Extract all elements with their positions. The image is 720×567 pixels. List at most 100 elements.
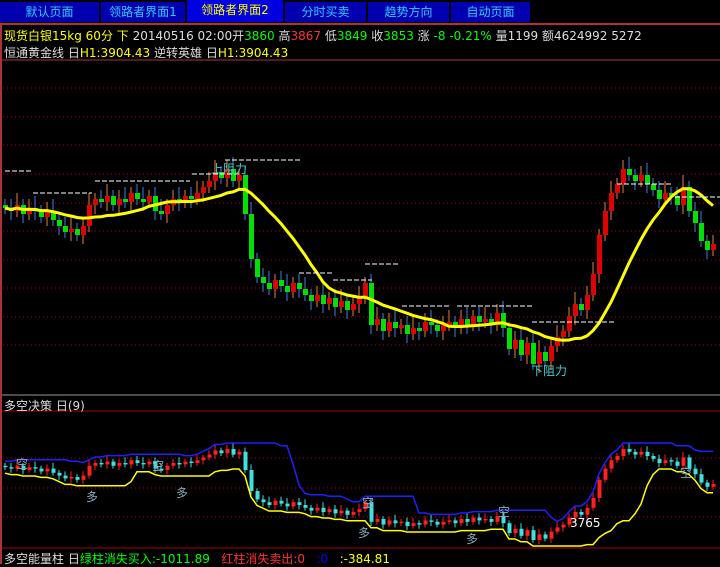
sub-candle-body bbox=[189, 461, 194, 463]
sub-candle-body bbox=[39, 468, 44, 472]
candle-body bbox=[567, 316, 572, 331]
sub-candle-body bbox=[555, 527, 560, 532]
candle-body bbox=[87, 205, 92, 226]
sub-candle-body bbox=[507, 523, 512, 533]
indicator-name-2[interactable]: 逆转英雄 bbox=[154, 46, 203, 60]
long-marker: 多 bbox=[466, 532, 479, 546]
candle-body bbox=[165, 205, 170, 214]
tab-leader-1[interactable]: 领路者界面1 bbox=[101, 2, 186, 22]
sub-candle-body bbox=[681, 457, 686, 466]
sub-candle-body bbox=[321, 507, 326, 512]
candle-body bbox=[291, 283, 296, 292]
sub-candle-body bbox=[711, 484, 716, 487]
page-tabs: 默认页面 领路者界面1 领路者界面2 分时买卖 趋势方向 自动页面 bbox=[0, 0, 720, 22]
tab-leader-2[interactable]: 领路者界面2 bbox=[187, 0, 284, 22]
quote-bar: 现货白银15kg 60分 下 20140516 02:00开3860 高3867… bbox=[4, 27, 642, 44]
indicator-name[interactable]: 恒通黄金线 bbox=[4, 46, 65, 60]
bottom-indicator-bar: 多空能量柱 日绿柱消失买入:-1011.89 红柱消失卖出:0 :0 :-384… bbox=[4, 550, 390, 567]
candle-body bbox=[261, 277, 266, 283]
sub-indicator-bar: 多空决策 日(9) bbox=[4, 397, 85, 414]
candle-body bbox=[681, 187, 686, 205]
candle-body bbox=[207, 181, 212, 187]
candle-body bbox=[543, 352, 548, 361]
candle-body bbox=[75, 229, 80, 235]
sub-candle-body bbox=[291, 502, 296, 507]
amount-value: 4624992 bbox=[554, 29, 608, 43]
tab-default[interactable]: 默认页面 bbox=[0, 2, 100, 22]
open-value: 3860 bbox=[244, 29, 275, 43]
candle-body bbox=[585, 295, 590, 310]
candle-body bbox=[3, 205, 8, 208]
candle-body bbox=[615, 184, 620, 193]
sub-candle-body bbox=[489, 519, 494, 522]
sub-candle-body bbox=[537, 534, 542, 540]
close-label: 收 bbox=[371, 29, 384, 43]
sub-candle-body bbox=[363, 502, 368, 510]
candle-body bbox=[321, 295, 326, 304]
sub-candle-body bbox=[369, 502, 374, 522]
candle-body bbox=[231, 169, 236, 181]
candle-body bbox=[39, 211, 44, 217]
sub-indicator-name[interactable]: 多空决策 bbox=[4, 399, 53, 413]
candle-body bbox=[417, 328, 422, 331]
candle-body bbox=[57, 220, 62, 226]
sub-candle-body bbox=[669, 460, 674, 462]
candle-body bbox=[369, 283, 374, 325]
sub-candle-body bbox=[99, 463, 104, 465]
sub-candle-body bbox=[423, 520, 428, 525]
sub-candle-body bbox=[705, 482, 710, 487]
sub-candle-body bbox=[585, 507, 590, 515]
tab-timeshare[interactable]: 分时买卖 bbox=[285, 2, 367, 22]
candle-body bbox=[483, 319, 488, 322]
long-marker: 多 bbox=[358, 526, 371, 540]
candle-body bbox=[471, 316, 476, 325]
bottom-indicator-name[interactable]: 多空能量柱 bbox=[4, 552, 65, 566]
sub-candle-body bbox=[147, 461, 152, 465]
sub-candle-body bbox=[651, 456, 656, 459]
candle-body bbox=[399, 325, 404, 328]
indicator-box-2[interactable]: 日 bbox=[205, 46, 218, 60]
sub-candle-body bbox=[459, 519, 464, 524]
sub-candle-body bbox=[357, 509, 362, 512]
candle-body bbox=[603, 211, 608, 235]
candle-body bbox=[243, 175, 248, 214]
candle-body bbox=[375, 319, 380, 325]
sub-candle-body bbox=[663, 460, 668, 463]
sub-candle-body bbox=[171, 463, 176, 466]
sub-candle-body bbox=[231, 449, 236, 455]
sub-candle-body bbox=[225, 449, 230, 454]
candle-body bbox=[609, 193, 614, 211]
tab-auto[interactable]: 自动页面 bbox=[451, 2, 531, 22]
candle-body bbox=[117, 199, 122, 205]
candle-body bbox=[507, 328, 512, 349]
tab-trend[interactable]: 趋势方向 bbox=[368, 2, 450, 22]
candle-body bbox=[675, 196, 680, 205]
sub-candle-body bbox=[237, 451, 242, 455]
sub-candle-body bbox=[111, 461, 116, 466]
sub-candle-body bbox=[207, 454, 212, 458]
candle-body bbox=[147, 196, 152, 202]
sub-candle-body bbox=[615, 456, 620, 461]
candle-body bbox=[27, 208, 32, 214]
sub-candle-body bbox=[219, 450, 224, 454]
change-pct: -0.21% bbox=[449, 29, 492, 43]
sub-candle-body bbox=[381, 519, 386, 525]
candle-body bbox=[357, 298, 362, 304]
candle-body bbox=[363, 283, 368, 298]
candle-body bbox=[555, 337, 560, 346]
sub-candle-body bbox=[177, 463, 182, 465]
sub-candle-body bbox=[351, 512, 356, 515]
candle-body bbox=[513, 340, 518, 349]
sub-candle-body bbox=[387, 520, 392, 525]
sub-candle-body bbox=[255, 491, 260, 500]
candle-body bbox=[405, 325, 410, 334]
indicator-box[interactable]: 日 bbox=[67, 46, 80, 60]
chart-frame bbox=[0, 23, 720, 564]
sub-candle-body bbox=[339, 510, 344, 514]
sub-candle-body bbox=[549, 531, 554, 539]
red-value: 红柱消失卖出:0 bbox=[221, 552, 305, 566]
bottom-indicator-box[interactable]: 日 bbox=[67, 552, 80, 566]
blue-value: :0 bbox=[316, 552, 329, 566]
candle-body bbox=[591, 274, 596, 295]
